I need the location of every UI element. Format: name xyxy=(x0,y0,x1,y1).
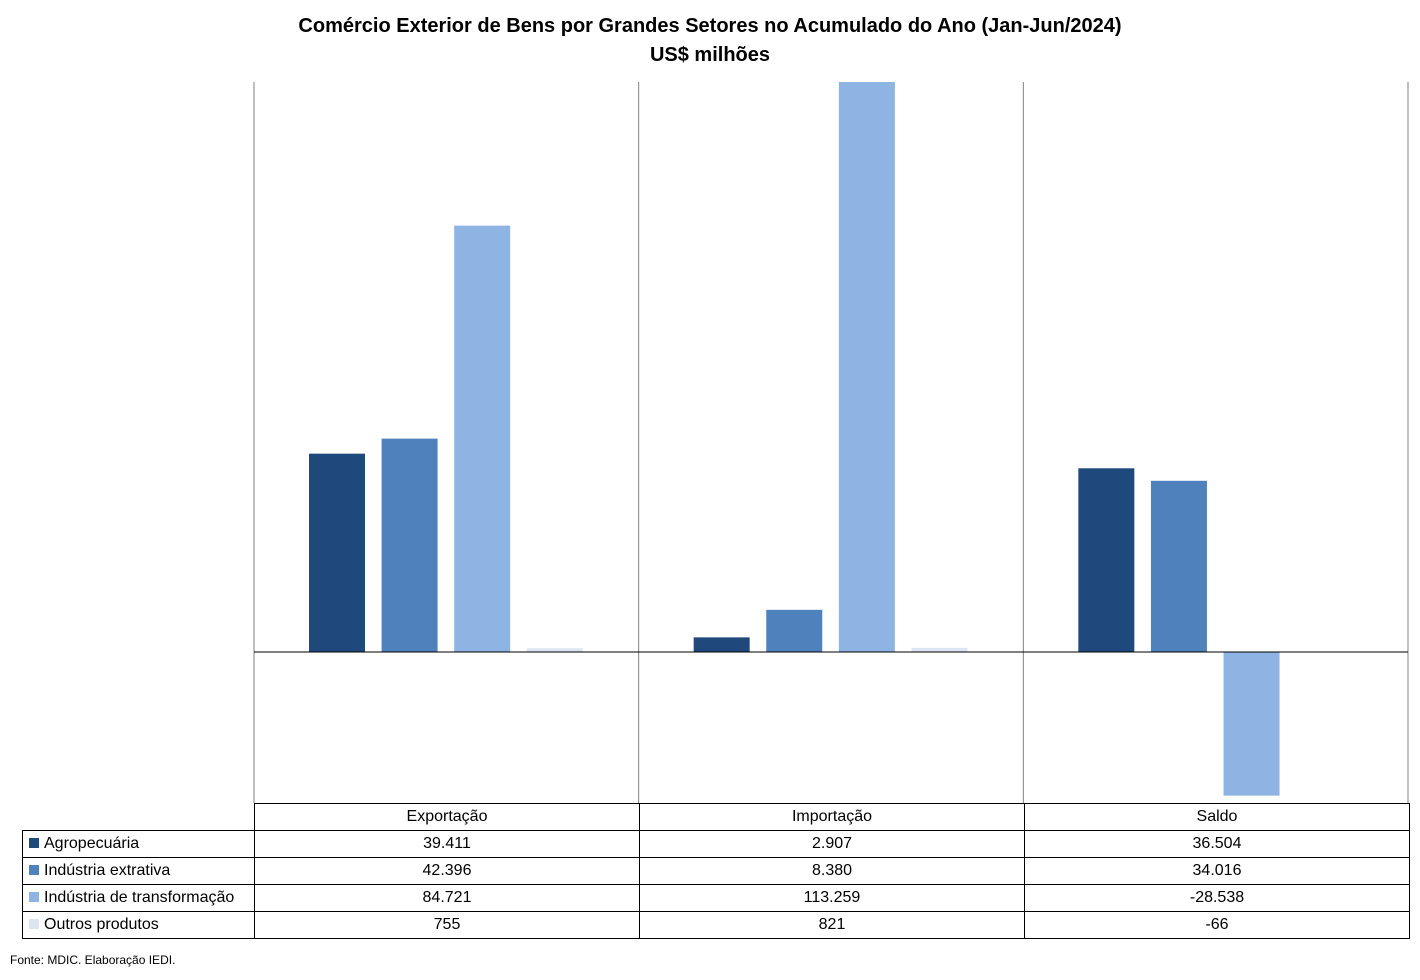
bar xyxy=(381,438,438,652)
data-label: 34.016 xyxy=(1024,857,1410,885)
legend-label: Indústria de transformação xyxy=(44,889,235,906)
data-label: 39.411 xyxy=(254,830,640,858)
data-label: 2.907 xyxy=(639,830,1025,858)
legend-swatch xyxy=(29,865,39,875)
legend-label: Indústria extrativa xyxy=(44,862,171,879)
bar xyxy=(838,82,895,652)
data-label: -28.538 xyxy=(1024,884,1410,912)
legend-swatch xyxy=(29,892,39,902)
legend-swatch xyxy=(29,838,39,848)
data-table-row: Indústria extrativa 42.396 8.380 34.016 xyxy=(22,857,1410,885)
data-label: 821 xyxy=(639,911,1025,939)
legend-entry: Indústria extrativa xyxy=(22,857,255,885)
category-label: Exportação xyxy=(254,803,640,831)
bar xyxy=(309,453,365,652)
data-table: Exportação Importação Saldo Agropecuária… xyxy=(22,803,1410,939)
data-table-row: Agropecuária 39.411 2.907 36.504 xyxy=(22,830,1410,858)
category-label: Importação xyxy=(639,803,1025,831)
data-label: 36.504 xyxy=(1024,830,1410,858)
data-label: 42.396 xyxy=(254,857,640,885)
bar xyxy=(693,637,750,652)
data-label: 84.721 xyxy=(254,884,640,912)
bar xyxy=(911,647,968,652)
data-table-corner xyxy=(23,804,255,831)
legend-entry: Indústria de transformação xyxy=(22,884,255,912)
data-label: 113.259 xyxy=(639,884,1025,912)
legend-entry: Outros produtos xyxy=(22,911,255,939)
chart-title-main: Comércio Exterior de Bens por Grandes Se… xyxy=(298,15,1122,37)
chart-title: Comércio Exterior de Bens por Grandes Se… xyxy=(0,12,1420,70)
legend-entry: Agropecuária xyxy=(22,830,255,858)
legend-label: Outros produtos xyxy=(44,916,159,933)
chart-subtitle: US$ milhões xyxy=(649,44,771,66)
bar xyxy=(526,648,583,652)
bar xyxy=(766,609,823,652)
source-note: Fonte: MDIC. Elaboração IEDI. xyxy=(10,953,176,967)
data-table-header-row: Exportação Importação Saldo xyxy=(23,803,1410,831)
bar xyxy=(1223,652,1280,796)
data-label: 755 xyxy=(254,911,640,939)
legend-swatch xyxy=(29,919,39,929)
data-label: -66 xyxy=(1024,911,1410,939)
data-table-row: Indústria de transformação 84.721 113.25… xyxy=(22,884,1410,912)
legend-label: Agropecuária xyxy=(44,835,140,852)
category-label: Saldo xyxy=(1024,803,1410,831)
bar xyxy=(1150,480,1207,652)
bar xyxy=(454,225,511,653)
data-table-row: Outros produtos 755 821 -66 xyxy=(22,911,1410,939)
data-label: 8.380 xyxy=(639,857,1025,885)
bar-chart xyxy=(253,82,1409,803)
bar xyxy=(1078,468,1135,652)
